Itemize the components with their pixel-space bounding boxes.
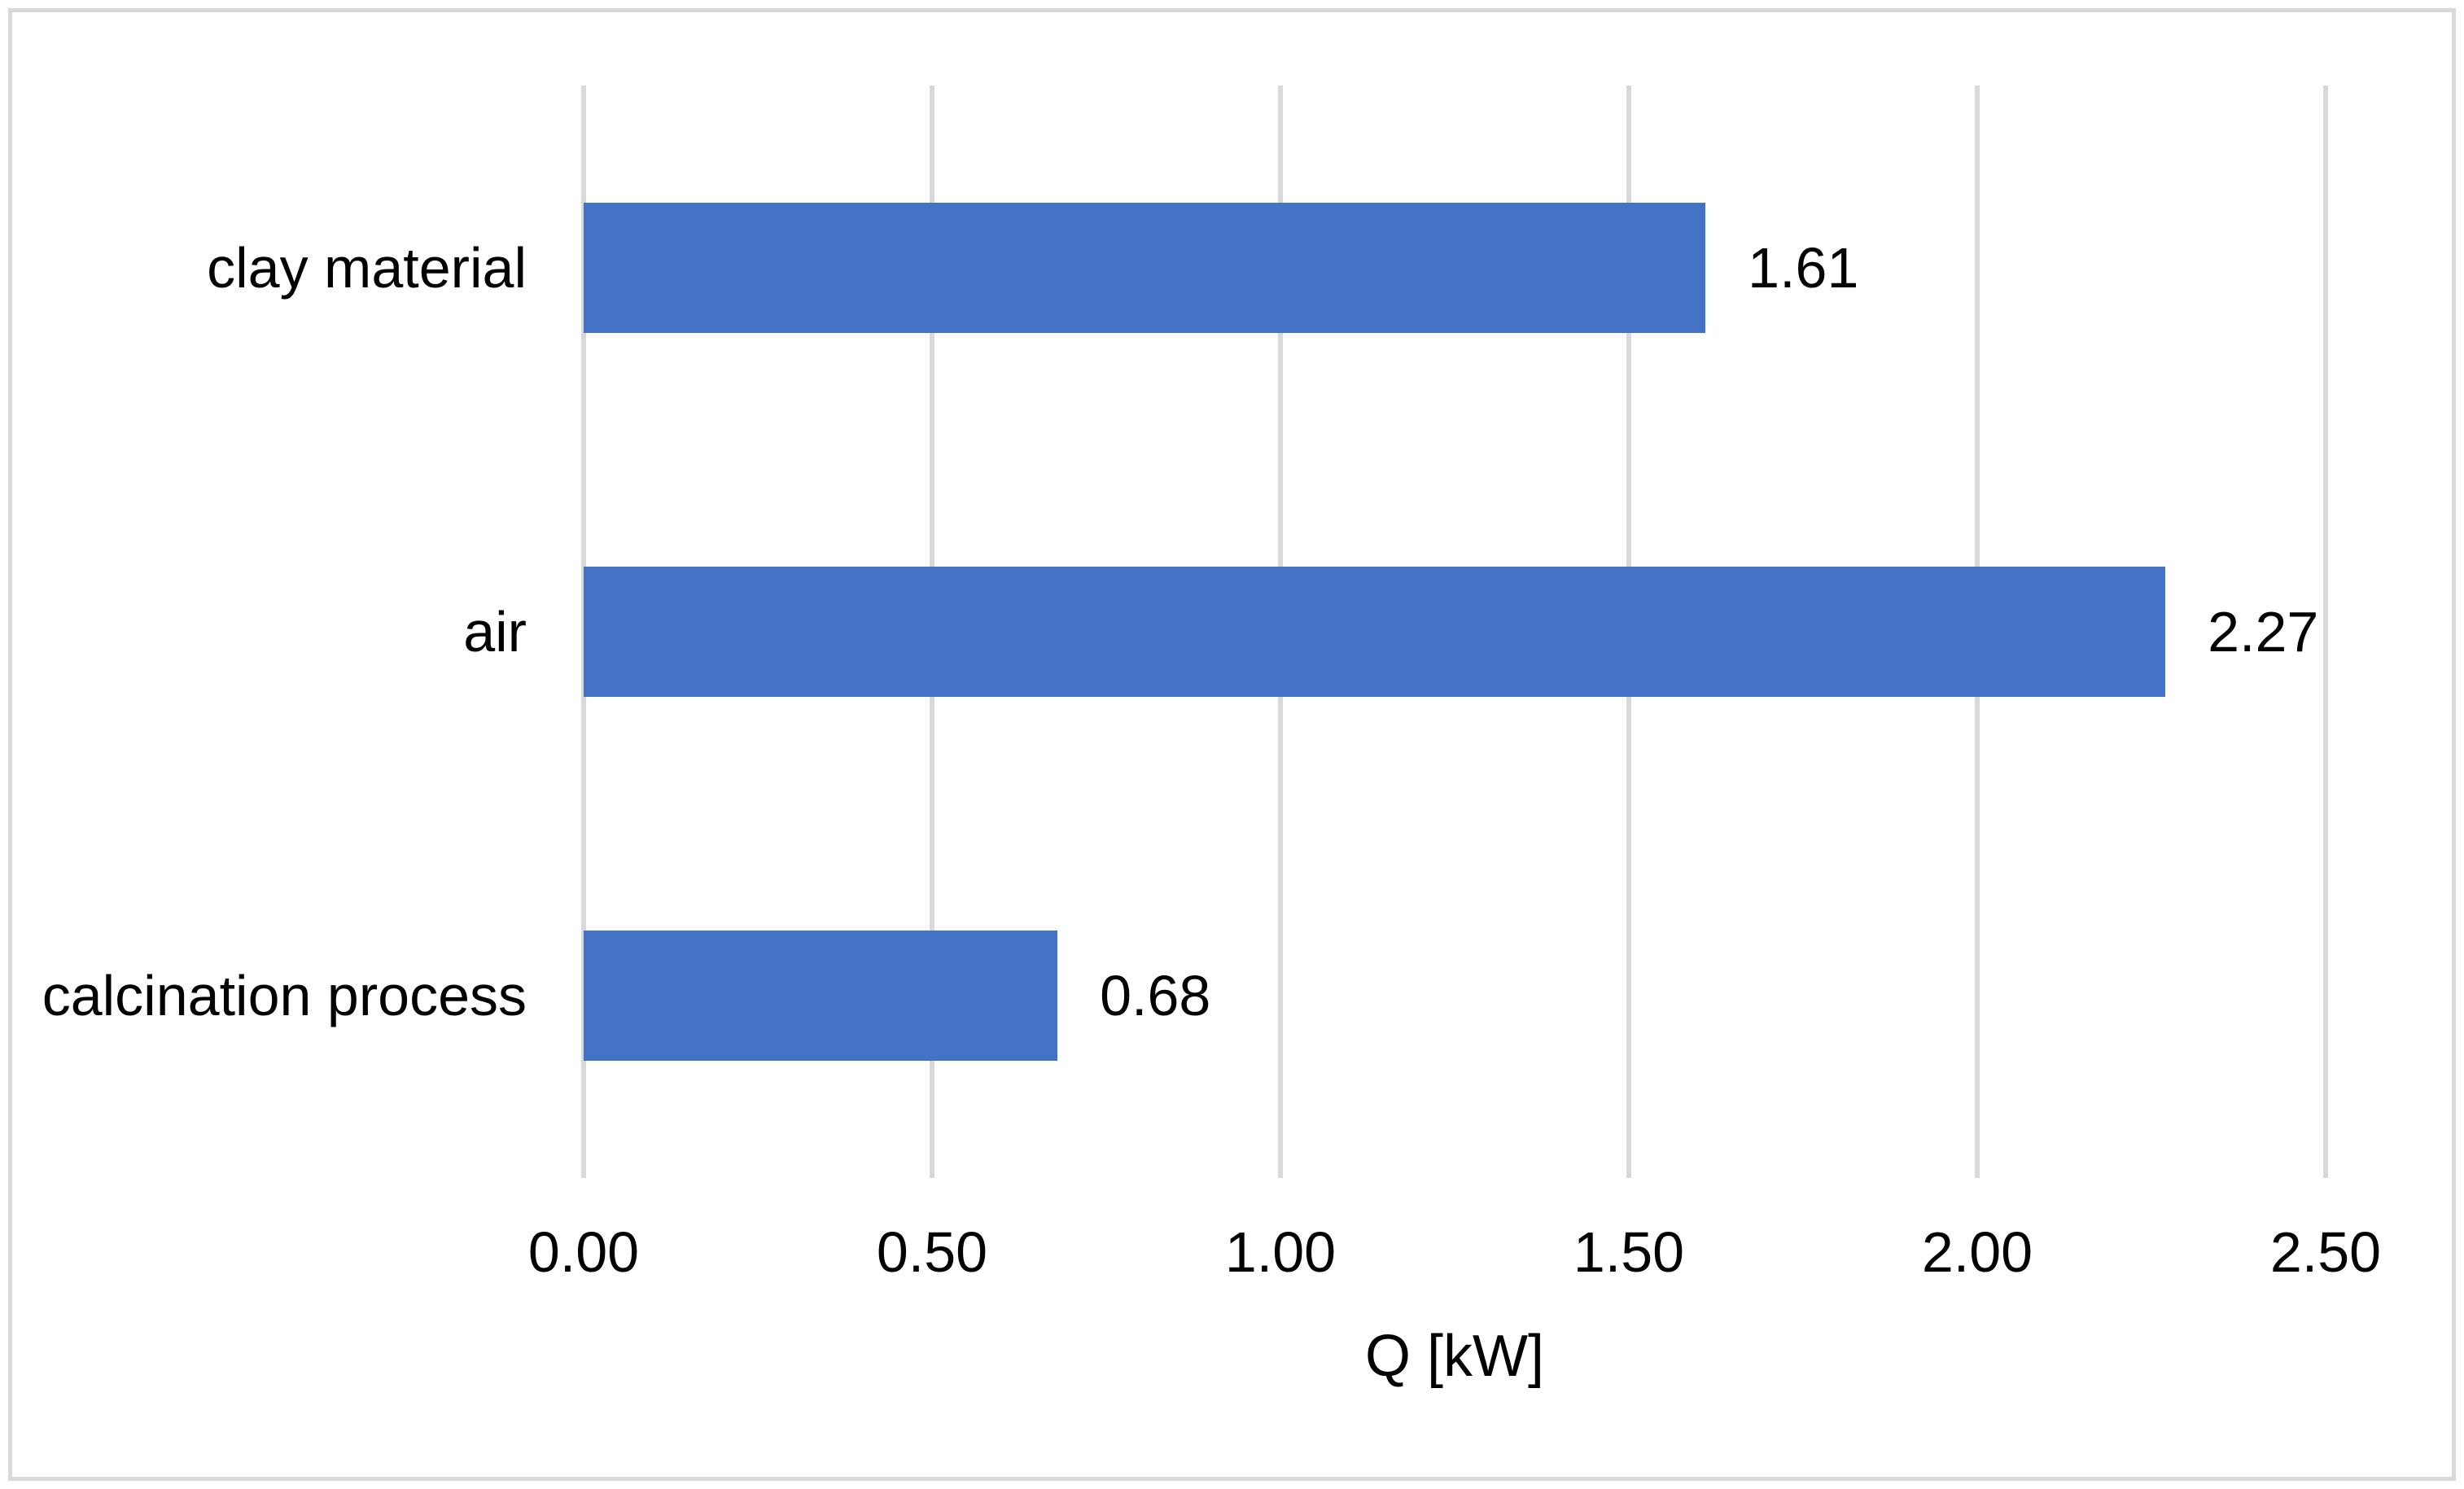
x-tick-label: 0.50 — [876, 1220, 988, 1284]
gridline-2.50 — [2323, 85, 2328, 1178]
data-label: 1.61 — [1748, 235, 1859, 300]
bar-clay-material — [584, 202, 1706, 333]
category-label: calcination process — [42, 964, 527, 1028]
x-tick-label: 2.50 — [2269, 1220, 2382, 1284]
bar-row-air: 2.27 — [584, 567, 2326, 697]
x-tick-label: 1.00 — [1224, 1220, 1337, 1284]
bar-calcination-process — [584, 931, 1058, 1062]
plot-area: 1.61 2.27 0.68 — [581, 85, 2328, 1178]
category-label: clay material — [207, 235, 527, 300]
x-tick-label: 2.00 — [1921, 1220, 2033, 1284]
x-axis-tick-labels: 0.00 0.50 1.00 1.50 2.00 2.50 — [528, 1220, 2381, 1284]
category-label: air — [463, 600, 527, 663]
x-tick-label: 1.50 — [1573, 1220, 1685, 1284]
bar-air — [584, 567, 2166, 697]
y-axis-category-labels: clay material air calcination process — [18, 85, 527, 1178]
x-tick-label: 0.00 — [527, 1220, 640, 1284]
bar-row-clay-material: 1.61 — [584, 202, 2326, 333]
data-label: 2.27 — [2208, 600, 2319, 663]
data-label: 0.68 — [1100, 964, 1211, 1028]
bar-row-calcination-process: 0.68 — [584, 931, 2326, 1062]
x-axis-title: Q [kW] — [1365, 1324, 1544, 1389]
